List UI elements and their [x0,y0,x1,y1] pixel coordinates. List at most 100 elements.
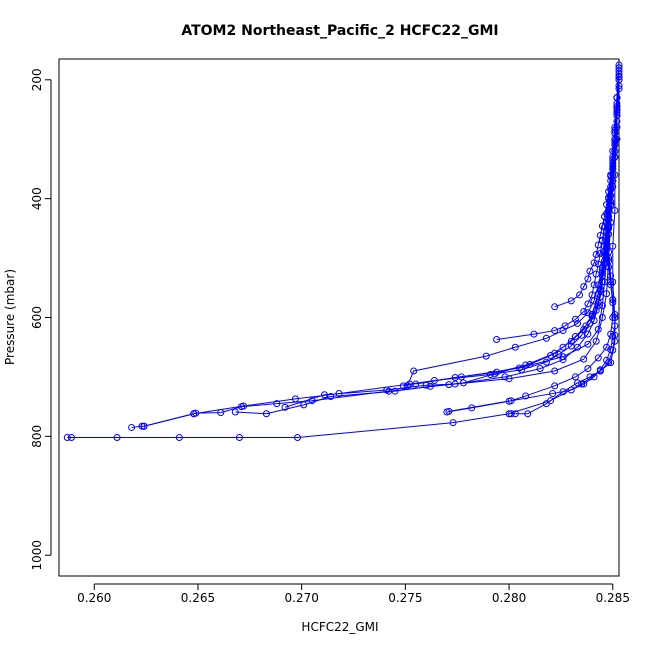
data-point [605,207,613,215]
data-point [607,281,615,289]
data-point [584,309,592,317]
x-axis: 0.260 0.265 0.270 0.275 0.280 0.285 [77,583,630,605]
data-point [551,367,559,375]
data-point [571,333,579,341]
x-tick-label: 0.275 [388,591,422,605]
data-point [598,222,606,230]
data-point [594,325,602,333]
data-point [410,367,418,375]
data-point [511,410,519,418]
data-point [549,390,557,398]
data-point [294,434,302,442]
data-point [262,410,270,418]
data-point [592,270,600,278]
data-point [486,371,494,379]
y-tick-label: 400 [30,187,44,210]
data-point [67,434,75,442]
data-point [592,251,600,259]
series-line-9 [446,67,620,413]
data-point [611,314,619,321]
data-point [542,334,550,342]
data-point [451,374,459,382]
data-point [613,106,621,114]
data-point [391,387,399,395]
data-point [412,380,420,388]
data-point [536,365,544,373]
data-point [590,281,598,289]
data-point [576,291,584,299]
data-point [584,275,592,283]
data-point [559,343,567,351]
data-point [580,283,588,291]
data-point [555,350,563,358]
data-point [580,308,588,316]
data-point [607,186,615,194]
data-point [594,241,602,249]
data-point [507,410,515,418]
data-point [542,400,550,408]
data-point [586,373,594,381]
data-point [522,392,530,400]
data-point [327,393,335,401]
x-tick-label: 0.280 [492,591,526,605]
data-point [281,403,289,411]
data-point [596,285,604,293]
data-point [571,373,579,381]
data-point [590,297,598,305]
data-point [596,249,604,257]
x-tick-label: 0.265 [181,591,215,605]
data-point [231,408,239,416]
data-point [584,365,592,373]
data-point [605,188,613,196]
data-point [567,297,575,305]
series-line-6 [406,79,620,387]
data-point [574,319,582,327]
data-point [584,300,592,308]
y-tick-label: 600 [30,306,44,329]
data-point [607,172,615,180]
data-point [605,359,613,367]
data-point [600,212,608,220]
x-tick-label: 0.260 [77,591,111,605]
data-point [300,401,308,409]
data-point [175,434,183,442]
y-tick-label: 1000 [30,540,44,571]
data-point [559,356,567,364]
data-point [594,260,602,268]
x-axis-label: HCFC22_GMI [301,620,378,634]
series-line-5 [284,73,620,408]
x-tick-label: 0.285 [596,591,630,605]
data-point [190,410,198,418]
data-point [594,354,602,362]
data-point [273,400,281,408]
data-point [609,346,617,354]
y-tick-label: 200 [30,68,44,91]
chart-title: ATOM2 Northeast_Pacific_2 HCFC22_GMI [181,23,498,39]
plot-frame [58,58,620,577]
data-point [603,227,611,235]
data-point [240,402,248,410]
data-point [493,368,501,376]
x-tick-label: 0.270 [284,591,318,605]
data-point [609,299,617,307]
data-point [571,315,579,323]
data-point [582,322,590,330]
data-point [511,343,519,351]
data-point [603,245,611,253]
data-point [524,410,532,418]
y-tick-label: 800 [30,425,44,448]
data-point [559,388,567,396]
data-point [140,422,148,430]
data-point [308,397,316,405]
data-point [586,267,594,275]
y-axis: 200 400 600 800 1000 [30,68,52,571]
data-point [383,386,391,394]
data-point [291,395,299,403]
series-line-8 [415,88,620,385]
data-point [594,299,602,307]
data-point [551,303,559,311]
data-point [320,391,328,399]
data-point [551,327,559,335]
data-point [592,337,600,345]
data-point [449,419,457,427]
